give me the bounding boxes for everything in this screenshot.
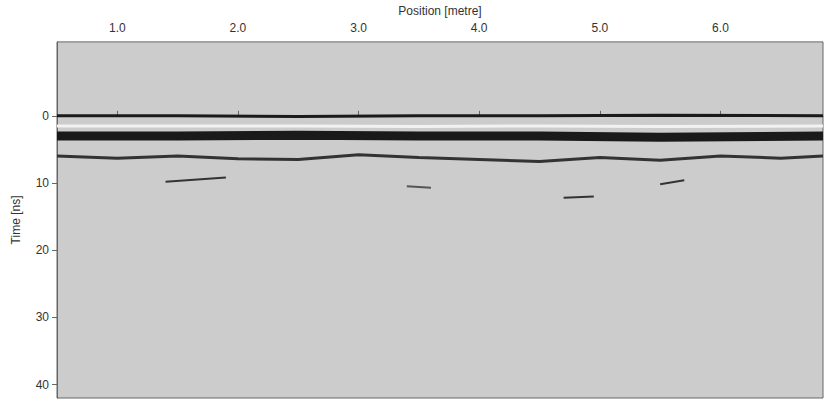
svg-text:2.0: 2.0 [230, 21, 247, 35]
svg-text:5.0: 5.0 [591, 21, 608, 35]
svg-text:0: 0 [42, 109, 49, 123]
svg-text:10: 10 [36, 176, 50, 190]
svg-text:40: 40 [36, 378, 50, 392]
svg-text:Time [ns]: Time [ns] [9, 195, 23, 244]
svg-text:3.0: 3.0 [350, 21, 367, 35]
svg-text:4.0: 4.0 [471, 21, 488, 35]
svg-text:20: 20 [36, 243, 50, 257]
svg-text:30: 30 [36, 310, 50, 324]
svg-text:Position [metre]: Position [metre] [398, 4, 481, 18]
svg-text:6.0: 6.0 [712, 21, 729, 35]
svg-text:1.0: 1.0 [109, 21, 126, 35]
